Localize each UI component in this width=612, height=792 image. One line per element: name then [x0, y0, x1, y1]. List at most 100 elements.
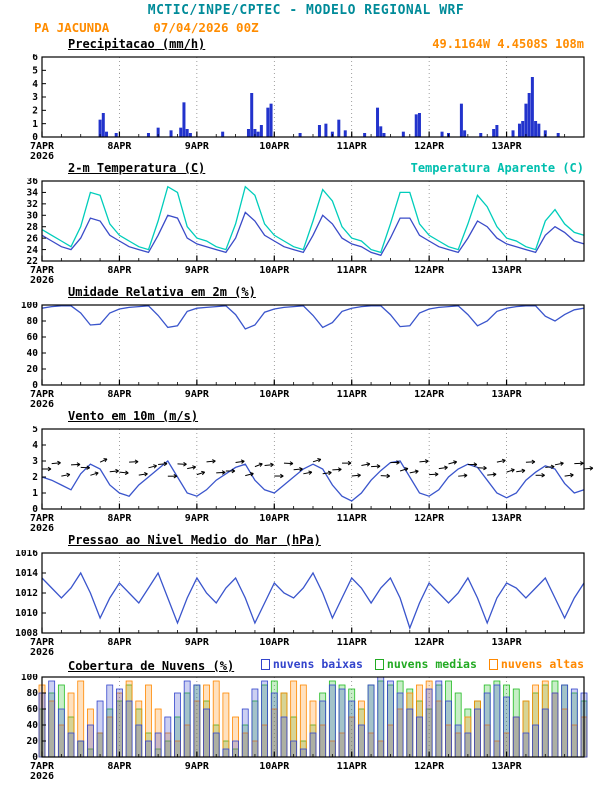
svg-text:2: 2	[32, 472, 38, 483]
svg-text:40: 40	[27, 348, 39, 359]
svg-text:9APR: 9APR	[185, 761, 210, 772]
precipitation-title-row: Precipitacao (mm/h) 49.1164W 4.4508S 108…	[0, 37, 612, 54]
svg-text:3: 3	[32, 456, 38, 467]
svg-text:1010: 1010	[15, 608, 38, 619]
wind-title-row: Vento em 10m (m/s)	[0, 409, 612, 426]
svg-text:7APR: 7APR	[30, 389, 55, 400]
svg-text:2: 2	[32, 106, 38, 117]
svg-text:8APR: 8APR	[107, 513, 132, 524]
panel-relative-humidity: Umidade Relativa em 2m (%) 0 20 40 60 80 100 7…	[0, 285, 612, 409]
svg-text:8APR: 8APR	[107, 265, 132, 276]
svg-text:30: 30	[27, 210, 39, 221]
svg-text:12APR: 12APR	[414, 141, 445, 152]
svg-text:8APR: 8APR	[107, 761, 132, 772]
svg-text:60: 60	[27, 332, 39, 343]
pressure-title: Pressao ao Nivel Medio do Mar (hPa)	[68, 533, 321, 547]
svg-text:13APR: 13APR	[492, 761, 523, 772]
svg-text:5: 5	[32, 66, 38, 77]
svg-text:2026: 2026	[30, 523, 54, 533]
svg-text:1: 1	[32, 119, 38, 130]
svg-text:40: 40	[27, 720, 39, 731]
temperature-chart: 22 24 26 28 30 32 34 36 7APR 2026 8APR 9APR 10APR 11A…	[0, 178, 612, 285]
high-clouds-legend-box-icon	[488, 658, 498, 670]
precipitation-chart: 0 1 2 3 4 5 6 7APR 2026 8APR 9APR 10APR 11APR 12APR 13…	[0, 54, 612, 161]
svg-text:12APR: 12APR	[414, 265, 445, 276]
svg-text:10APR: 10APR	[259, 513, 290, 524]
svg-text:13APR: 13APR	[492, 389, 523, 400]
svg-text:12APR: 12APR	[414, 637, 445, 648]
svg-text:11APR: 11APR	[337, 513, 368, 524]
panel-wind: Vento em 10m (m/s) 0 1 2 3 4 5 7APR 2026 8APR 9AP…	[0, 409, 612, 533]
svg-text:0: 0	[32, 380, 38, 391]
precipitation-title: Precipitacao (mm/h)	[68, 37, 206, 51]
svg-text:0: 0	[32, 504, 38, 515]
svg-text:3: 3	[32, 92, 38, 103]
pressure-title-row: Pressao ao Nivel Medio do Mar (hPa)	[0, 533, 612, 550]
svg-text:2026: 2026	[30, 151, 54, 161]
run-datetime: 07/04/2026 00Z	[153, 20, 259, 35]
wind-chart: 0 1 2 3 4 5 7APR 2026 8APR 9APR 10APR 11APR 12APR 13A…	[0, 426, 612, 533]
svg-text:11APR: 11APR	[337, 389, 368, 400]
cloud-cover-chart: 0 20 40 60 80 100 7APR 2026 8APR 9APR 10APR 11APR 12…	[0, 674, 612, 781]
svg-text:13APR: 13APR	[492, 141, 523, 152]
svg-text:11APR: 11APR	[337, 637, 368, 648]
low-clouds-legend-label: nuvens baixas	[272, 657, 363, 671]
low-clouds-legend-box-icon	[260, 658, 270, 670]
svg-text:26: 26	[27, 233, 39, 244]
svg-text:32: 32	[27, 199, 38, 210]
svg-text:7APR: 7APR	[30, 265, 55, 276]
svg-text:8APR: 8APR	[107, 637, 132, 648]
svg-text:9APR: 9APR	[185, 265, 210, 276]
panel-temperature: 2-m Temperatura (C) Temperatura Aparente…	[0, 161, 612, 285]
svg-text:2026: 2026	[30, 399, 54, 409]
panel-cloud-cover: Cobertura de Nuvens (%) nuvens baixas nu…	[0, 657, 612, 781]
svg-text:7APR: 7APR	[30, 761, 55, 772]
svg-text:8APR: 8APR	[107, 389, 132, 400]
svg-text:11APR: 11APR	[337, 141, 368, 152]
svg-text:12APR: 12APR	[414, 761, 445, 772]
svg-text:0: 0	[32, 132, 38, 143]
svg-text:0: 0	[32, 752, 38, 763]
svg-text:7APR: 7APR	[30, 637, 55, 648]
header: MCTIC/INPE/CPTEC - MODELO REGIONAL WRF P…	[0, 3, 612, 37]
svg-text:10APR: 10APR	[259, 389, 290, 400]
svg-text:13APR: 13APR	[492, 265, 523, 276]
svg-text:9APR: 9APR	[185, 637, 210, 648]
svg-text:1014: 1014	[15, 568, 38, 579]
svg-text:1008: 1008	[15, 628, 38, 639]
svg-text:1: 1	[32, 488, 38, 499]
svg-text:8APR: 8APR	[107, 141, 132, 152]
legend-mid-clouds: nuvens medias	[374, 657, 477, 671]
svg-text:100: 100	[21, 302, 38, 311]
cloud-cover-title: Cobertura de Nuvens (%)	[68, 658, 235, 673]
svg-text:100: 100	[21, 674, 38, 683]
svg-text:9APR: 9APR	[185, 141, 210, 152]
svg-text:1016: 1016	[15, 550, 38, 559]
svg-text:34: 34	[27, 188, 39, 199]
svg-text:13APR: 13APR	[492, 637, 523, 648]
svg-text:7APR: 7APR	[30, 513, 55, 524]
svg-text:4: 4	[32, 79, 38, 90]
mid-clouds-legend-label: nuvens medias	[386, 657, 477, 671]
svg-text:9APR: 9APR	[185, 513, 210, 524]
pressure-chart: 1008 1010 1012 1014 1016 7APR 2026 8APR 9APR 10AP…	[0, 550, 612, 657]
location-coordinates: 49.1164W 4.4508S 108m	[432, 37, 584, 51]
page-title: MCTIC/INPE/CPTEC - MODELO REGIONAL WRF	[147, 3, 465, 18]
svg-text:60: 60	[27, 704, 39, 715]
station-name: PA JACUNDA	[34, 20, 110, 35]
svg-text:22: 22	[27, 256, 38, 267]
svg-text:10APR: 10APR	[259, 637, 290, 648]
svg-text:2026: 2026	[30, 771, 54, 781]
svg-text:9APR: 9APR	[185, 389, 210, 400]
humidity-chart: 0 20 40 60 80 100 7APR 2026 8APR 9APR 10APR 11APR 12…	[0, 302, 612, 409]
svg-text:20: 20	[27, 736, 39, 747]
svg-text:28: 28	[27, 222, 39, 233]
svg-text:24: 24	[27, 245, 39, 256]
svg-text:10APR: 10APR	[259, 265, 290, 276]
svg-text:4: 4	[32, 440, 38, 451]
